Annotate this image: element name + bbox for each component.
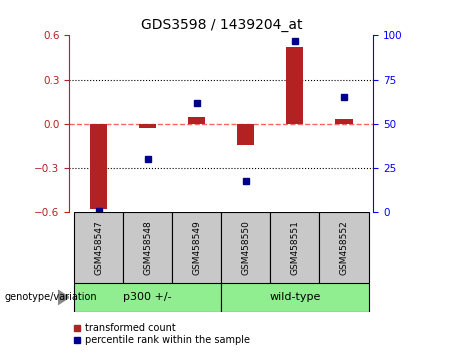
Text: GSM458551: GSM458551 [290, 220, 299, 275]
Bar [139, 124, 156, 128]
Bar [172, 212, 221, 283]
Bar [123, 212, 172, 283]
Bar [286, 47, 303, 124]
Text: GSM458549: GSM458549 [192, 221, 201, 275]
Bar [319, 212, 368, 283]
Bar [74, 212, 123, 283]
Bar [221, 212, 270, 283]
Legend: transformed count, percentile rank within the sample: transformed count, percentile rank withi… [70, 319, 254, 349]
Bar [188, 116, 205, 124]
Text: wild-type: wild-type [269, 292, 320, 302]
Text: GSM458548: GSM458548 [143, 221, 152, 275]
Polygon shape [58, 290, 69, 305]
Bar [336, 119, 353, 124]
Title: GDS3598 / 1439204_at: GDS3598 / 1439204_at [141, 18, 302, 32]
Text: GSM458552: GSM458552 [339, 221, 349, 275]
Bar [237, 124, 254, 144]
Bar [90, 124, 107, 210]
Bar [221, 283, 368, 312]
Bar [270, 212, 319, 283]
Text: GSM458547: GSM458547 [94, 221, 103, 275]
Bar [74, 283, 221, 312]
Text: GSM458550: GSM458550 [241, 220, 250, 275]
Text: p300 +/-: p300 +/- [124, 292, 172, 302]
Text: genotype/variation: genotype/variation [5, 292, 97, 302]
